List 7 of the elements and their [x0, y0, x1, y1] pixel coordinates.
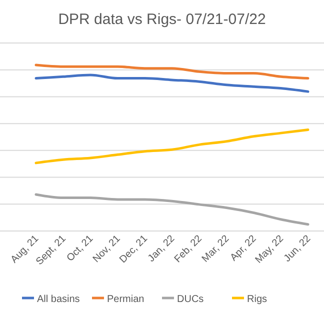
x-tick-label: Mar, 22 [200, 233, 232, 265]
legend-label: DUCs [177, 294, 204, 305]
legend-label: All basins [37, 294, 80, 305]
chart-title: DPR data vs Rigs- 07/21-07/22 [58, 11, 266, 28]
x-tick-label: Jun, 22 [282, 233, 314, 264]
legend-label: Rigs [247, 294, 268, 305]
legend-label: Permian [107, 294, 144, 305]
